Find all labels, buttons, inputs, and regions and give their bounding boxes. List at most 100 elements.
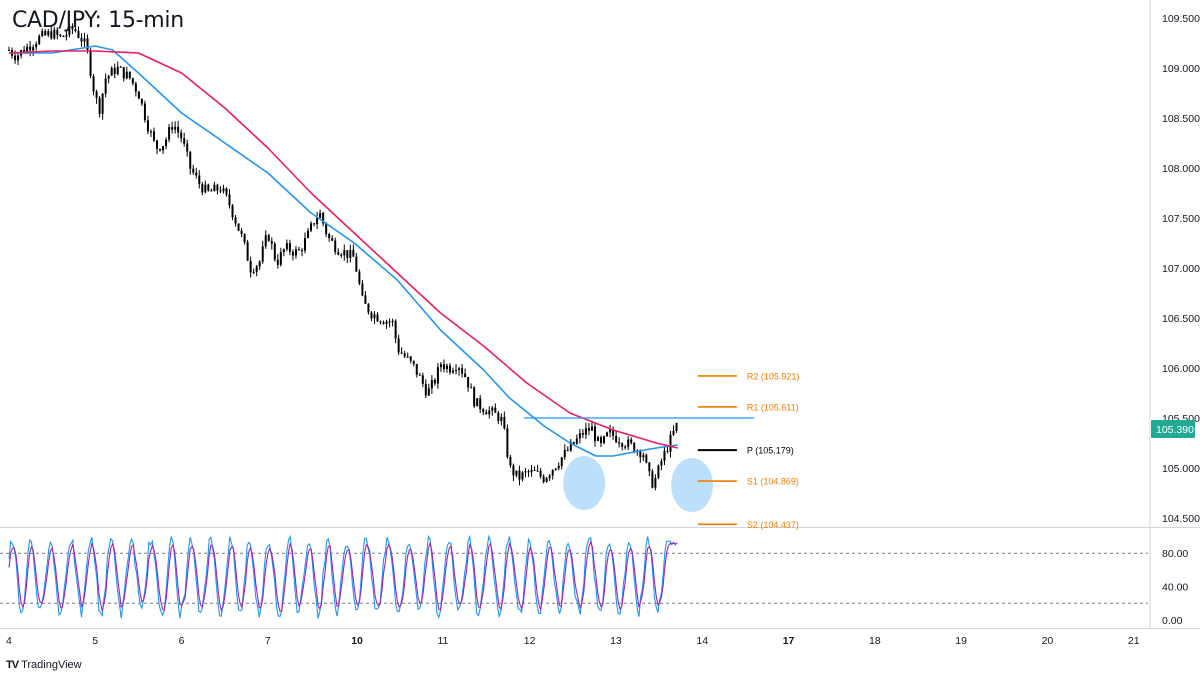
candle-body [464, 373, 467, 377]
candle-body [600, 437, 603, 444]
time-tick-label: 21 [1128, 635, 1140, 647]
candle-body [633, 442, 636, 453]
oscillator-tick-label: 0.00 [1162, 615, 1183, 627]
candle-body [427, 388, 430, 396]
candle-body [59, 34, 62, 36]
candle-body [675, 422, 678, 431]
price-tick-label: 106.000 [1162, 363, 1200, 375]
candle-body [237, 223, 240, 231]
time-tick-label: 10 [351, 635, 363, 647]
candle-body [482, 409, 485, 413]
candle-body [65, 34, 68, 37]
candle-body [210, 190, 213, 192]
candle-body [494, 407, 497, 413]
candle-body [663, 450, 666, 461]
candle-body [26, 46, 29, 53]
candle-body [285, 243, 288, 250]
candle-body [140, 98, 143, 104]
time-tick-label: 14 [696, 635, 708, 647]
candle-body [551, 469, 554, 476]
candle-body [385, 321, 388, 324]
candle-body [29, 46, 32, 51]
candle-body [612, 429, 615, 436]
candle-body [563, 449, 566, 458]
candle-body [189, 151, 192, 169]
candle-body [578, 433, 581, 439]
pivot-level-label: P (105.179) [747, 446, 794, 456]
candle-body [606, 432, 609, 437]
stochastic-d-line [8, 540, 678, 613]
candle-body [294, 249, 297, 256]
candle-body [358, 271, 361, 284]
double-bottom-highlight [563, 456, 606, 510]
candle-body [146, 120, 149, 132]
price-tick-label: 108.500 [1162, 113, 1200, 125]
candle-body [627, 439, 630, 448]
pivot-level-label: R2 (105.921) [747, 371, 800, 381]
candle-body [412, 360, 415, 364]
time-tick-label: 11 [438, 635, 449, 647]
candle-body [174, 126, 177, 130]
candle-body [488, 410, 491, 415]
candle-body [491, 407, 494, 411]
candle-body [418, 374, 421, 376]
candle-body [509, 456, 512, 466]
price-tick-label: 107.000 [1162, 263, 1200, 275]
candle-body [403, 353, 406, 357]
candle-body [41, 31, 44, 36]
candle-body [319, 212, 322, 218]
candle-body [159, 148, 162, 151]
candle-body [195, 172, 198, 176]
candle-body [316, 217, 319, 225]
candle-body [110, 67, 113, 76]
candle-body [149, 131, 152, 133]
candle-body [165, 139, 168, 147]
candle-body [436, 367, 439, 384]
candle-body [542, 476, 545, 482]
candle-body [536, 470, 539, 472]
candle-body [313, 223, 316, 225]
candle-body [143, 103, 146, 121]
candle-body [581, 433, 584, 435]
candle-body [394, 320, 397, 339]
candle-body [503, 416, 506, 429]
oscillator-tick-label: 40.00 [1162, 582, 1188, 594]
candle-body [228, 194, 231, 206]
candle-body [470, 387, 473, 389]
candle-body [527, 471, 530, 473]
candle-body [361, 283, 364, 296]
candle-body [467, 376, 470, 388]
price-tick-label: 106.500 [1162, 313, 1200, 325]
time-tick-label: 19 [955, 635, 967, 647]
candle-body [609, 429, 612, 433]
candle-body [548, 475, 551, 479]
candle-body [62, 35, 65, 37]
candle-body [44, 31, 47, 36]
candle-body [415, 363, 418, 375]
candle-body [334, 240, 337, 252]
time-tick-label: 6 [179, 635, 185, 647]
candle-body [137, 91, 140, 99]
candle-body [304, 237, 307, 251]
candle-body [593, 426, 596, 441]
candle-body [376, 314, 379, 322]
slow-ma-line [8, 50, 678, 449]
candle-body [77, 30, 80, 38]
candle-body [448, 365, 451, 373]
candle-body [122, 67, 125, 79]
candle-body [433, 379, 436, 384]
candle-body [621, 443, 624, 447]
candle-body [500, 416, 503, 421]
double-bottom-highlight [671, 458, 714, 512]
candle-body [442, 364, 445, 369]
candle-body [566, 449, 569, 451]
pivot-level-label: S2 (104.437) [747, 520, 799, 530]
candle-body [445, 365, 448, 369]
candle-body [249, 260, 252, 273]
candle-body [56, 29, 59, 35]
candle-body [642, 454, 645, 458]
candle-body [666, 450, 669, 452]
price-tick-label: 109.000 [1162, 63, 1200, 75]
candle-body [310, 223, 313, 231]
candle-body [603, 436, 606, 444]
